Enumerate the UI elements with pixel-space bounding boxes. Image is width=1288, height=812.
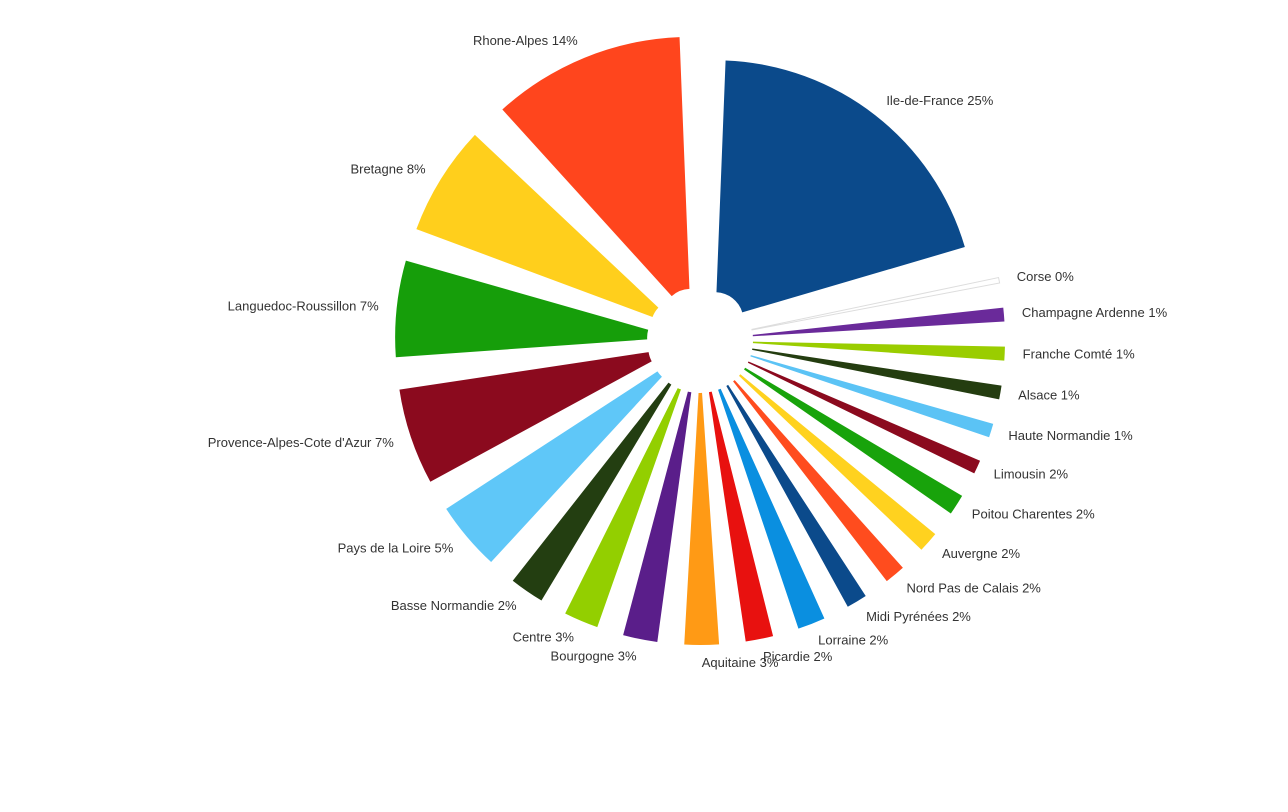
pie-slice — [752, 307, 1005, 337]
pie-slice — [726, 384, 866, 607]
pie-slice — [747, 361, 981, 474]
slice-label: Bretagne 8% — [350, 162, 426, 177]
slice-label: Limousin 2% — [994, 467, 1069, 482]
pie-slice — [565, 388, 681, 628]
slice-label: Haute Normandie 1% — [1008, 428, 1133, 443]
slice-label: Nord Pas de Calais 2% — [906, 580, 1041, 595]
pie-slice — [399, 352, 652, 482]
slice-label: Franche Comté 1% — [1023, 346, 1135, 361]
slice-label: Ile-de-France 25% — [886, 93, 993, 108]
slice-label: Alsace 1% — [1018, 388, 1080, 403]
slice-label: Bourgogne 3% — [551, 649, 637, 664]
pie-slice — [623, 391, 692, 642]
pie-labels: Ile-de-France 25% Corse 0% Champagne Arden… — [208, 33, 1168, 670]
pie-slice — [744, 367, 963, 514]
pie-slice — [750, 355, 994, 438]
slice-label: Pays de la Loire 5% — [338, 540, 454, 555]
slice-label: Lorraine 2% — [818, 633, 889, 648]
slice-label: Auvergne 2% — [942, 546, 1020, 561]
slice-label: Aquitaine 3% — [702, 655, 779, 670]
pie-slice — [684, 392, 720, 645]
slice-label: Corse 0% — [1017, 269, 1075, 284]
slice-label: Rhone-Alpes 14% — [473, 33, 578, 48]
pie-slice — [446, 371, 662, 563]
pie-slice — [752, 348, 1002, 400]
slice-label: Centre 3% — [513, 629, 575, 644]
slice-label: Champagne Ardenne 1% — [1022, 305, 1168, 320]
pie-slice — [751, 276, 1001, 331]
pie-slice — [716, 60, 965, 313]
pie-slice — [752, 341, 1005, 361]
pie-slice — [416, 134, 659, 318]
slice-label: Midi Pyrénées 2% — [866, 609, 971, 624]
pie-slice — [733, 380, 903, 582]
pie-slice — [502, 37, 690, 297]
pie-slice — [395, 260, 649, 358]
slice-label: Basse Normandie 2% — [391, 598, 517, 613]
slice-label: Poitou Charentes 2% — [972, 507, 1095, 522]
pie-slice — [708, 391, 774, 642]
slice-label: Provence-Alpes-Cote d'Azur 7% — [208, 435, 394, 450]
slice-label: Languedoc-Roussillon 7% — [228, 299, 379, 314]
pie-slices — [395, 37, 1005, 645]
pie-slice — [718, 388, 825, 629]
pie-slice — [512, 382, 672, 601]
slice-label: Picardie 2% — [763, 649, 833, 664]
pie-slice — [738, 374, 936, 550]
